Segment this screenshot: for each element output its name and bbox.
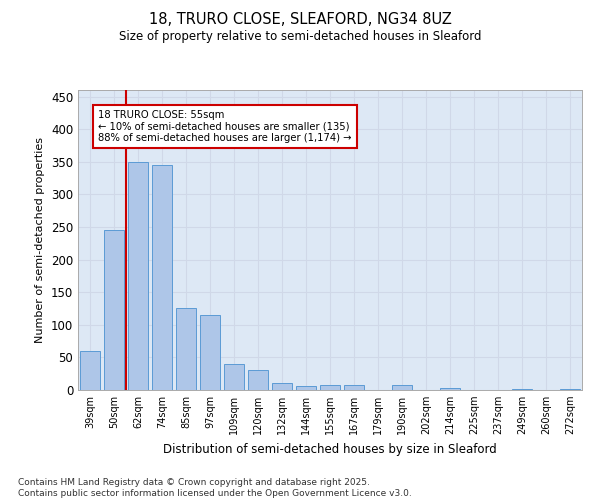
- Bar: [80, 351, 100, 390]
- X-axis label: Distribution of semi-detached houses by size in Sleaford: Distribution of semi-detached houses by …: [163, 442, 497, 456]
- Bar: [152, 165, 172, 390]
- Text: 18, TRURO CLOSE, SLEAFORD, NG34 8UZ: 18, TRURO CLOSE, SLEAFORD, NG34 8UZ: [149, 12, 451, 28]
- Bar: [176, 308, 196, 390]
- Bar: [104, 230, 124, 390]
- Bar: [440, 388, 460, 390]
- Text: Contains HM Land Registry data © Crown copyright and database right 2025.
Contai: Contains HM Land Registry data © Crown c…: [18, 478, 412, 498]
- Bar: [344, 385, 364, 390]
- Bar: [320, 385, 340, 390]
- Text: 18 TRURO CLOSE: 55sqm
← 10% of semi-detached houses are smaller (135)
88% of sem: 18 TRURO CLOSE: 55sqm ← 10% of semi-deta…: [98, 110, 352, 143]
- Bar: [248, 370, 268, 390]
- Bar: [224, 364, 244, 390]
- Text: Size of property relative to semi-detached houses in Sleaford: Size of property relative to semi-detach…: [119, 30, 481, 43]
- Bar: [272, 384, 292, 390]
- Bar: [200, 315, 220, 390]
- Bar: [512, 388, 532, 390]
- Bar: [128, 162, 148, 390]
- Bar: [296, 386, 316, 390]
- Bar: [560, 388, 580, 390]
- Bar: [392, 385, 412, 390]
- Y-axis label: Number of semi-detached properties: Number of semi-detached properties: [35, 137, 46, 343]
